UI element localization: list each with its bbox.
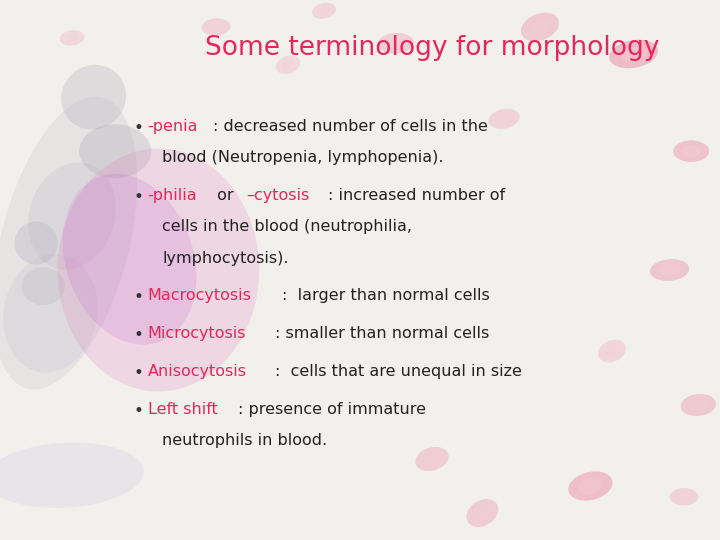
Text: or: or bbox=[212, 188, 238, 203]
Ellipse shape bbox=[578, 478, 603, 494]
Ellipse shape bbox=[28, 163, 116, 269]
Text: •: • bbox=[133, 288, 143, 306]
Ellipse shape bbox=[650, 259, 689, 281]
Ellipse shape bbox=[386, 38, 406, 49]
Ellipse shape bbox=[670, 488, 698, 505]
Text: : presence of immature: : presence of immature bbox=[238, 402, 426, 417]
Text: Left shift: Left shift bbox=[148, 402, 217, 417]
Ellipse shape bbox=[681, 145, 701, 157]
Text: –cytosis: –cytosis bbox=[246, 188, 310, 203]
Text: lymphocytosis).: lymphocytosis). bbox=[162, 251, 289, 266]
Text: cells in the blood (neutrophilia,: cells in the blood (neutrophilia, bbox=[162, 219, 412, 234]
Text: : decreased number of cells in the: : decreased number of cells in the bbox=[213, 119, 487, 134]
Ellipse shape bbox=[378, 33, 414, 53]
Ellipse shape bbox=[495, 113, 513, 124]
Ellipse shape bbox=[529, 19, 551, 35]
Ellipse shape bbox=[0, 97, 138, 389]
Ellipse shape bbox=[680, 394, 716, 416]
Text: •: • bbox=[133, 402, 143, 420]
Text: Microcytosis: Microcytosis bbox=[148, 326, 246, 341]
Text: -philia: -philia bbox=[148, 188, 197, 203]
Text: Some terminology for morphology: Some terminology for morphology bbox=[204, 35, 660, 61]
Ellipse shape bbox=[474, 505, 491, 521]
Text: blood (Neutropenia, lymphopenia).: blood (Neutropenia, lymphopenia). bbox=[162, 150, 444, 165]
Ellipse shape bbox=[14, 221, 58, 265]
Text: •: • bbox=[133, 364, 143, 382]
Ellipse shape bbox=[58, 148, 259, 392]
Ellipse shape bbox=[609, 40, 658, 68]
Ellipse shape bbox=[66, 33, 78, 42]
Ellipse shape bbox=[282, 60, 294, 70]
Ellipse shape bbox=[4, 254, 97, 373]
Ellipse shape bbox=[60, 30, 84, 45]
Ellipse shape bbox=[620, 46, 647, 62]
Ellipse shape bbox=[676, 492, 692, 502]
Ellipse shape bbox=[312, 3, 336, 19]
Text: : smaller than normal cells: : smaller than normal cells bbox=[275, 326, 489, 341]
Ellipse shape bbox=[688, 399, 708, 411]
Text: •: • bbox=[133, 119, 143, 137]
Text: :  cells that are unequal in size: : cells that are unequal in size bbox=[275, 364, 522, 379]
Ellipse shape bbox=[79, 124, 151, 178]
Ellipse shape bbox=[467, 499, 498, 527]
Ellipse shape bbox=[61, 65, 126, 130]
Text: : increased number of: : increased number of bbox=[328, 188, 505, 203]
Ellipse shape bbox=[415, 447, 449, 471]
Ellipse shape bbox=[521, 12, 559, 42]
Text: Anisocytosis: Anisocytosis bbox=[148, 364, 246, 379]
Text: •: • bbox=[133, 326, 143, 344]
Text: •: • bbox=[133, 188, 143, 206]
Text: Macrocytosis: Macrocytosis bbox=[148, 288, 251, 303]
Ellipse shape bbox=[488, 109, 520, 129]
Ellipse shape bbox=[659, 264, 680, 276]
Ellipse shape bbox=[598, 340, 626, 362]
Text: :  larger than normal cells: : larger than normal cells bbox=[282, 288, 490, 303]
Ellipse shape bbox=[423, 453, 441, 465]
Ellipse shape bbox=[63, 174, 197, 345]
Ellipse shape bbox=[318, 6, 330, 15]
Text: neutrophils in blood.: neutrophils in blood. bbox=[162, 433, 327, 448]
Ellipse shape bbox=[22, 267, 65, 305]
Ellipse shape bbox=[276, 56, 300, 74]
Ellipse shape bbox=[0, 442, 144, 508]
Text: -penia: -penia bbox=[148, 119, 198, 134]
Ellipse shape bbox=[604, 345, 620, 357]
Ellipse shape bbox=[202, 18, 230, 36]
Ellipse shape bbox=[568, 471, 613, 501]
Ellipse shape bbox=[208, 22, 224, 32]
Ellipse shape bbox=[673, 140, 709, 162]
